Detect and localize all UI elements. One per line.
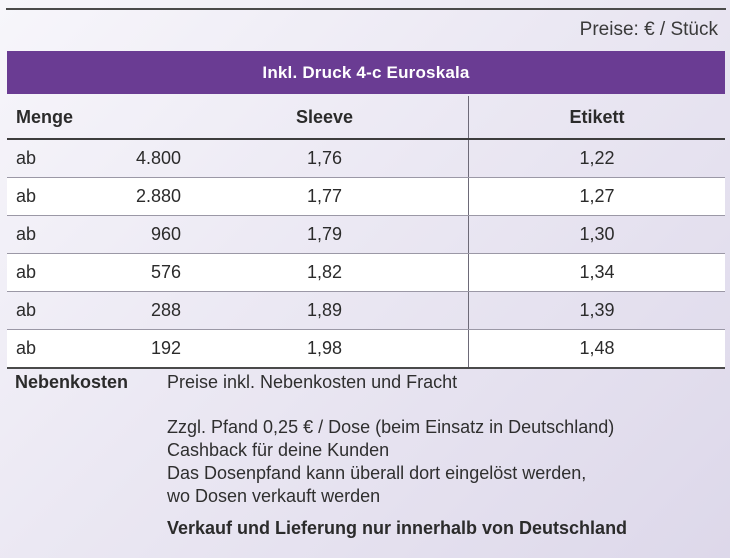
row-prefix: ab xyxy=(7,329,105,369)
row-sleeve-price: 1,77 xyxy=(181,177,469,216)
nebenkosten-label: Nebenkosten xyxy=(15,372,129,392)
table-row: ab 4.800 1,76 1,22 xyxy=(7,139,725,178)
row-sleeve-price: 1,76 xyxy=(181,139,469,178)
unit-note: Preise: € / Stück xyxy=(579,19,718,40)
row-sleeve-price: 1,98 xyxy=(181,329,469,369)
dosenpfand-note-cont: wo Dosen verkauft werden xyxy=(167,486,381,506)
row-sleeve-price: 1,89 xyxy=(181,291,469,330)
row-prefix: ab xyxy=(7,177,105,216)
row-etikett-price: 1,34 xyxy=(468,253,725,292)
price-table: Menge Sleeve Etikett ab 4.800 1,76 1,22 … xyxy=(7,96,725,369)
row-etikett-price: 1,39 xyxy=(468,291,725,330)
header-etikett: Etikett xyxy=(468,96,725,140)
header-sleeve: Sleeve xyxy=(181,96,469,140)
row-prefix: ab xyxy=(7,139,105,178)
header-menge: Menge xyxy=(7,96,181,140)
row-prefix: ab xyxy=(7,215,105,254)
table-header-row: Menge Sleeve Etikett xyxy=(7,96,725,140)
row-sleeve-price: 1,82 xyxy=(181,253,469,292)
banner-title: Inkl. Druck 4-c Euroskala xyxy=(262,62,470,82)
row-quantity: 576 xyxy=(105,253,181,292)
delivery-restriction-note: Verkauf und Lieferung nur innerhalb von … xyxy=(167,518,628,538)
row-quantity: 960 xyxy=(105,215,181,254)
row-etikett-price: 1,48 xyxy=(468,329,725,369)
row-quantity: 2.880 xyxy=(105,177,181,216)
row-quantity: 288 xyxy=(105,291,181,330)
row-quantity: 4.800 xyxy=(105,139,181,178)
row-prefix: ab xyxy=(7,291,105,330)
row-prefix: ab xyxy=(7,253,105,292)
table-row: ab 576 1,82 1,34 xyxy=(7,253,725,292)
table-row: ab 288 1,89 1,39 xyxy=(7,291,725,330)
cashback-note: Cashback für deine Kunden xyxy=(167,440,390,460)
nebenkosten-line: Preise inkl. Nebenkosten und Fracht xyxy=(167,372,458,392)
row-etikett-price: 1,27 xyxy=(468,177,725,216)
table-row: ab 192 1,98 1,48 xyxy=(7,329,725,369)
row-sleeve-price: 1,79 xyxy=(181,215,469,254)
table-row: ab 2.880 1,77 1,27 xyxy=(7,177,725,216)
dosenpfand-note: Das Dosenpfand kann überall dort eingelö… xyxy=(167,463,587,483)
pfand-note: Zzgl. Pfand 0,25 € / Dose (beim Einsatz … xyxy=(167,417,615,437)
row-quantity: 192 xyxy=(105,329,181,369)
top-divider xyxy=(6,8,726,10)
row-etikett-price: 1,30 xyxy=(468,215,725,254)
print-banner: Inkl. Druck 4-c Euroskala xyxy=(7,51,725,94)
row-etikett-price: 1,22 xyxy=(468,139,725,178)
table-row: ab 960 1,79 1,30 xyxy=(7,215,725,254)
